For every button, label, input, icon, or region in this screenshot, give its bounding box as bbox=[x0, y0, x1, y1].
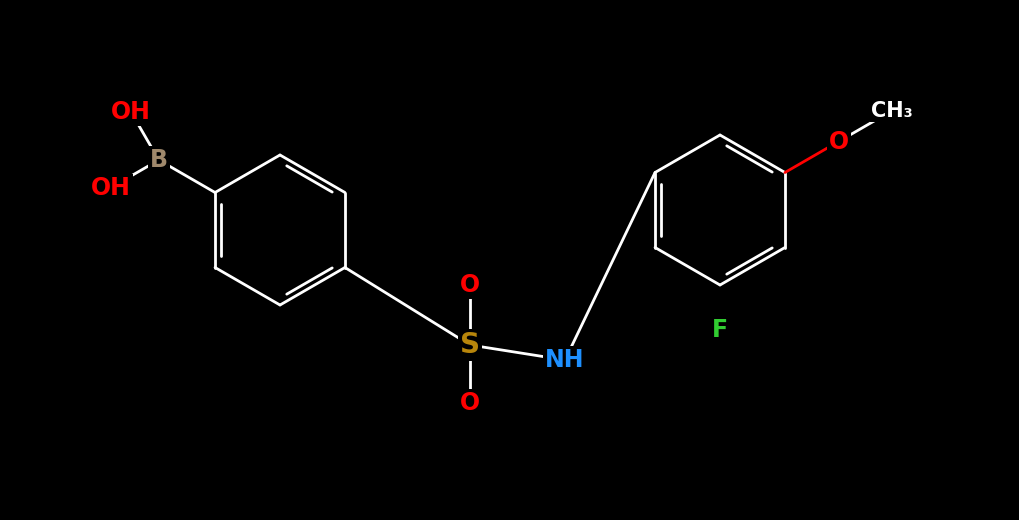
Text: F: F bbox=[712, 318, 728, 342]
Text: S: S bbox=[460, 331, 480, 359]
Text: O: O bbox=[828, 129, 849, 153]
Text: O: O bbox=[460, 273, 480, 297]
Text: OH: OH bbox=[111, 100, 151, 124]
Text: O: O bbox=[460, 391, 480, 415]
Text: OH: OH bbox=[91, 176, 131, 200]
Text: NH: NH bbox=[545, 348, 585, 372]
Text: CH₃: CH₃ bbox=[871, 100, 913, 121]
Text: B: B bbox=[150, 148, 168, 172]
